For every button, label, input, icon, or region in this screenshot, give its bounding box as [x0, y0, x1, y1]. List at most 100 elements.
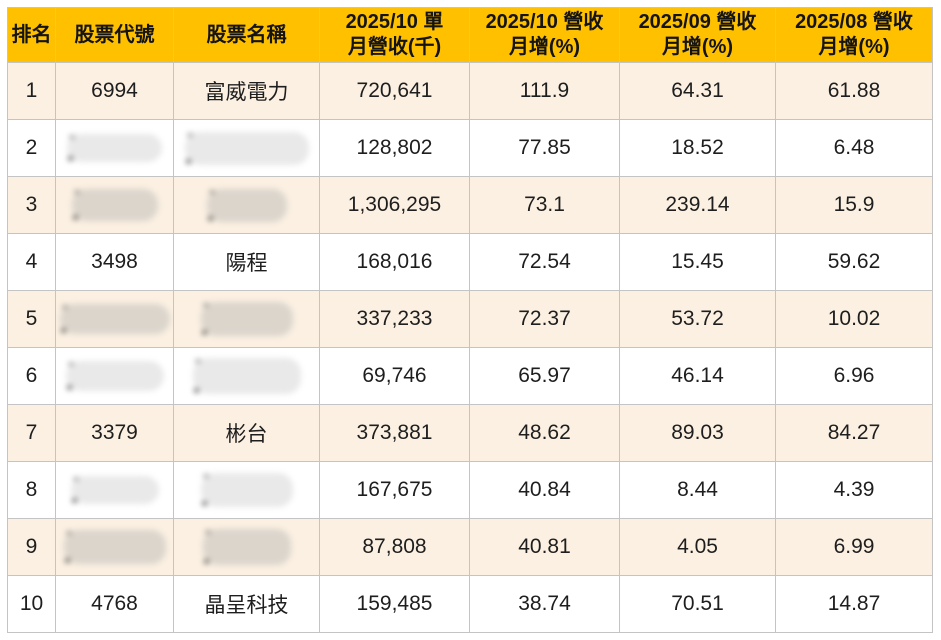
- redacted-blur: [202, 529, 291, 565]
- monthly-revenue-cell: 337,233: [319, 290, 470, 348]
- monthly-revenue-cell: 720,641: [319, 62, 470, 120]
- mom-growth-2025-09-cell: 18.52: [619, 119, 776, 177]
- column-header-line1: 排名: [11, 23, 52, 46]
- rank-cell: 2: [7, 119, 56, 177]
- stock-code-cell: [55, 518, 174, 576]
- column-header-line1: 股票名稱: [206, 23, 287, 46]
- mom-growth-2025-08-cell: 15.9: [775, 176, 933, 234]
- stock-name-cell: [173, 518, 320, 576]
- stock-name-cell: [173, 347, 320, 405]
- mom-growth-2025-08-cell: 4.39: [775, 461, 933, 519]
- table-row: 3 1,306,295 73.1 239.14 15.9: [7, 176, 933, 234]
- rank-cell: 8: [7, 461, 56, 519]
- monthly-revenue-cell: 159,485: [319, 575, 470, 633]
- monthly-revenue-cell: 128,802: [319, 119, 470, 177]
- stock-code-cell: 4768: [55, 575, 174, 633]
- monthly-revenue-cell: 69,746: [319, 347, 470, 405]
- stock-code-cell: [55, 290, 174, 348]
- stock-code-cell: [55, 119, 174, 177]
- mom-growth-2025-10-cell: 73.1: [469, 176, 620, 234]
- redacted-blur: [200, 302, 293, 336]
- mom-growth-2025-10-cell: 72.37: [469, 290, 620, 348]
- column-header-line1: 2025/10 單: [345, 11, 444, 33]
- table-row: 9 87,808 40.81 4.05 6.99: [7, 518, 933, 576]
- stock-name-cell: [173, 461, 320, 519]
- mom-growth-2025-09-cell: 8.44: [619, 461, 776, 519]
- redacted-blur: [184, 131, 309, 165]
- mom-growth-2025-09-cell: 239.14: [619, 176, 776, 234]
- redacted-blur: [59, 304, 170, 334]
- table-row: 10 4768 晶呈科技 159,485 38.74 70.51 14.87: [7, 575, 933, 633]
- table-header: 排名 股票代號 股票名稱 2025/10 單月營收(千) 2025/10 營收 月增(%)…: [7, 7, 933, 63]
- redacted-blur: [65, 361, 164, 391]
- monthly-revenue-cell: 1,306,295: [319, 176, 470, 234]
- stock-name-cell: 晶呈科技: [173, 575, 320, 633]
- rank-cell: 4: [7, 233, 56, 291]
- column-header-0: 排名: [7, 7, 56, 63]
- stock-code-cell: [55, 176, 174, 234]
- monthly-revenue-cell: 168,016: [319, 233, 470, 291]
- column-header-line2: 月營收(千): [347, 36, 442, 58]
- mom-growth-2025-08-cell: 6.48: [775, 119, 933, 177]
- column-header-6: 2025/08 營收 月增(%): [775, 7, 933, 63]
- table-row: 5 337,233 72.37 53.72 10.02: [7, 290, 933, 348]
- mom-growth-2025-09-cell: 89.03: [619, 404, 776, 462]
- stock-code-cell: 3498: [55, 233, 174, 291]
- column-header-1: 股票代號: [55, 7, 174, 63]
- table-body: 1 6994 富威電力 720,641 111.9 64.31 61.88 2 128,802 7…: [7, 62, 933, 633]
- column-header-line2: 月增(%): [508, 36, 581, 58]
- mom-growth-2025-09-cell: 15.45: [619, 233, 776, 291]
- mom-growth-2025-10-cell: 40.81: [469, 518, 620, 576]
- mom-growth-2025-09-cell: 53.72: [619, 290, 776, 348]
- rank-cell: 1: [7, 62, 56, 120]
- column-header-2: 股票名稱: [173, 7, 320, 63]
- mom-growth-2025-10-cell: 65.97: [469, 347, 620, 405]
- monthly-revenue-cell: 373,881: [319, 404, 470, 462]
- stock-name-cell: [173, 290, 320, 348]
- revenue-ranking-table: 排名 股票代號 股票名稱 2025/10 單月營收(千) 2025/10 營收 月增(%)…: [7, 7, 933, 633]
- mom-growth-2025-09-cell: 64.31: [619, 62, 776, 120]
- stock-code-cell: [55, 461, 174, 519]
- rank-cell: 9: [7, 518, 56, 576]
- stock-name-cell: 陽程: [173, 233, 320, 291]
- column-header-line2: 月增(%): [818, 36, 890, 58]
- column-header-4: 2025/10 營收 月增(%): [469, 7, 620, 63]
- mom-growth-2025-08-cell: 61.88: [775, 62, 933, 120]
- redacted-blur: [206, 188, 287, 222]
- column-header-3: 2025/10 單月營收(千): [319, 7, 470, 63]
- table-row: 7 3379 彬台 373,881 48.62 89.03 84.27: [7, 404, 933, 462]
- mom-growth-2025-08-cell: 10.02: [775, 290, 933, 348]
- mom-growth-2025-10-cell: 48.62: [469, 404, 620, 462]
- table-row: 2 128,802 77.85 18.52 6.48: [7, 119, 933, 177]
- redacted-blur: [67, 134, 162, 162]
- table-row: 6 69,746 65.97 46.14 6.96: [7, 347, 933, 405]
- rank-cell: 6: [7, 347, 56, 405]
- redacted-blur: [70, 476, 159, 504]
- mom-growth-2025-09-cell: 46.14: [619, 347, 776, 405]
- monthly-revenue-cell: 87,808: [319, 518, 470, 576]
- redacted-blur: [71, 189, 158, 221]
- rank-cell: 10: [7, 575, 56, 633]
- monthly-revenue-cell: 167,675: [319, 461, 470, 519]
- stock-code-cell: 6994: [55, 62, 174, 120]
- rank-cell: 3: [7, 176, 56, 234]
- mom-growth-2025-08-cell: 6.96: [775, 347, 933, 405]
- table-row: 1 6994 富威電力 720,641 111.9 64.31 61.88: [7, 62, 933, 120]
- table-row: 8 167,675 40.84 8.44 4.39: [7, 461, 933, 519]
- redacted-blur: [200, 473, 293, 507]
- mom-growth-2025-09-cell: 4.05: [619, 518, 776, 576]
- column-header-line1: 股票代號: [74, 23, 155, 46]
- mom-growth-2025-10-cell: 72.54: [469, 233, 620, 291]
- mom-growth-2025-08-cell: 59.62: [775, 233, 933, 291]
- stock-name-cell: 富威電力: [173, 62, 320, 120]
- mom-growth-2025-08-cell: 84.27: [775, 404, 933, 462]
- column-header-line1: 2025/09 營收: [638, 11, 757, 33]
- table-row: 4 3498 陽程 168,016 72.54 15.45 59.62: [7, 233, 933, 291]
- redacted-blur: [63, 530, 166, 564]
- column-header-line2: 月增(%): [661, 36, 734, 58]
- redacted-blur: [192, 358, 301, 394]
- rank-cell: 5: [7, 290, 56, 348]
- column-header-line1: 2025/08 營收: [795, 11, 913, 33]
- stock-code-cell: 3379: [55, 404, 174, 462]
- mom-growth-2025-08-cell: 14.87: [775, 575, 933, 633]
